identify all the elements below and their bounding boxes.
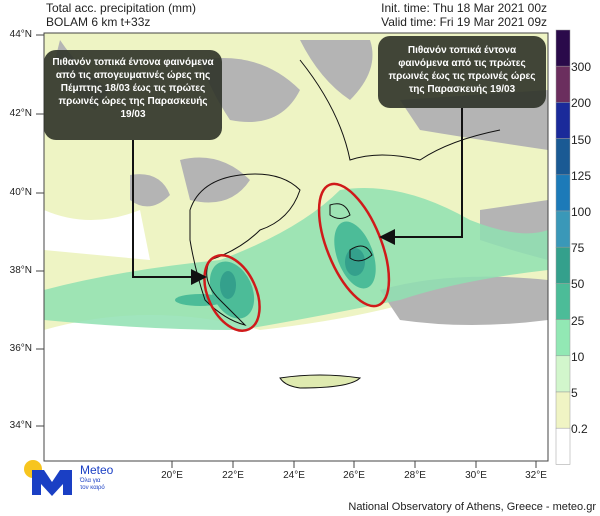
map-title: Total acc. precipitation (mm): [46, 1, 197, 15]
colorbar-label: 100: [571, 205, 592, 219]
colorbar-label: 0.2: [571, 422, 588, 437]
lon-label: 22°E: [222, 470, 244, 481]
colorbar-label: 200: [571, 96, 592, 111]
colorbar-segment: [555, 29, 571, 67]
rain-10-25: [44, 188, 548, 330]
meteo-logo: [24, 460, 72, 496]
lat-label: 42°N: [9, 108, 32, 119]
lat-label: 36°N: [9, 343, 32, 354]
logo-tagline: Όλα για τον καιρό: [80, 478, 105, 491]
colorbar-segment: [555, 355, 571, 393]
lon-label: 20°E: [161, 470, 183, 481]
colorbar-label: 125: [571, 168, 592, 183]
annotation-left: Πιθανόν τοπικά έντονα φαινόμενα από τις …: [44, 50, 222, 140]
init-time: Init. time: Thu 18 Mar 2021 00z: [381, 1, 547, 15]
lat-label: 38°N: [9, 265, 32, 276]
lat-label: 44°N: [9, 29, 32, 40]
lon-label: 28°E: [404, 470, 426, 481]
colorbar-label: 5: [571, 386, 578, 400]
colorbar-label: 300: [571, 60, 592, 75]
colorbar-segment: [555, 210, 571, 248]
axis-ticks: [36, 34, 537, 468]
lon-label: 26°E: [343, 470, 365, 481]
lon-label: 30°E: [465, 470, 487, 481]
lon-label: 32°E: [525, 470, 547, 481]
map-frame: [43, 32, 549, 462]
dry-sea-area: [44, 290, 548, 461]
colorbar-segment: [555, 283, 571, 320]
annotation-right: Πιθανόν τοπικά έντονα φαινόμενα από τις …: [378, 36, 546, 108]
colorbar-label: 150: [571, 132, 592, 147]
footer-credit: National Observatory of Athens, Greece -…: [348, 501, 596, 513]
model-label: BOLAM 6 km t+33z: [46, 15, 151, 29]
colorbar-segment: [555, 319, 571, 357]
colorbar-segment: [555, 65, 571, 103]
arrow-west: [132, 140, 207, 285]
lon-label: 24°E: [283, 470, 305, 481]
colorbar-label: 75: [571, 241, 585, 256]
colorbar-label: 25: [571, 313, 585, 328]
colorbar-segment: [555, 427, 571, 465]
colorbar-segment: [555, 391, 571, 429]
colorbar-segment: [555, 138, 571, 176]
lat-label: 40°N: [9, 187, 32, 198]
colorbar-label: 10: [571, 349, 585, 364]
highlight-ellipse-west: [203, 254, 261, 332]
colorbar-segment: [555, 102, 571, 139]
logo-name: Meteo: [80, 463, 114, 477]
colorbar-segment: [555, 246, 571, 284]
valid-time: Valid time: Fri 19 Mar 2021 09z: [381, 15, 547, 29]
colorbar-segment: [555, 174, 571, 212]
lat-label: 34°N: [9, 420, 32, 431]
colorbar-label: 50: [571, 277, 585, 292]
arrow-east: [379, 108, 463, 245]
logo-m: [32, 470, 72, 496]
colorbar: [555, 29, 571, 465]
